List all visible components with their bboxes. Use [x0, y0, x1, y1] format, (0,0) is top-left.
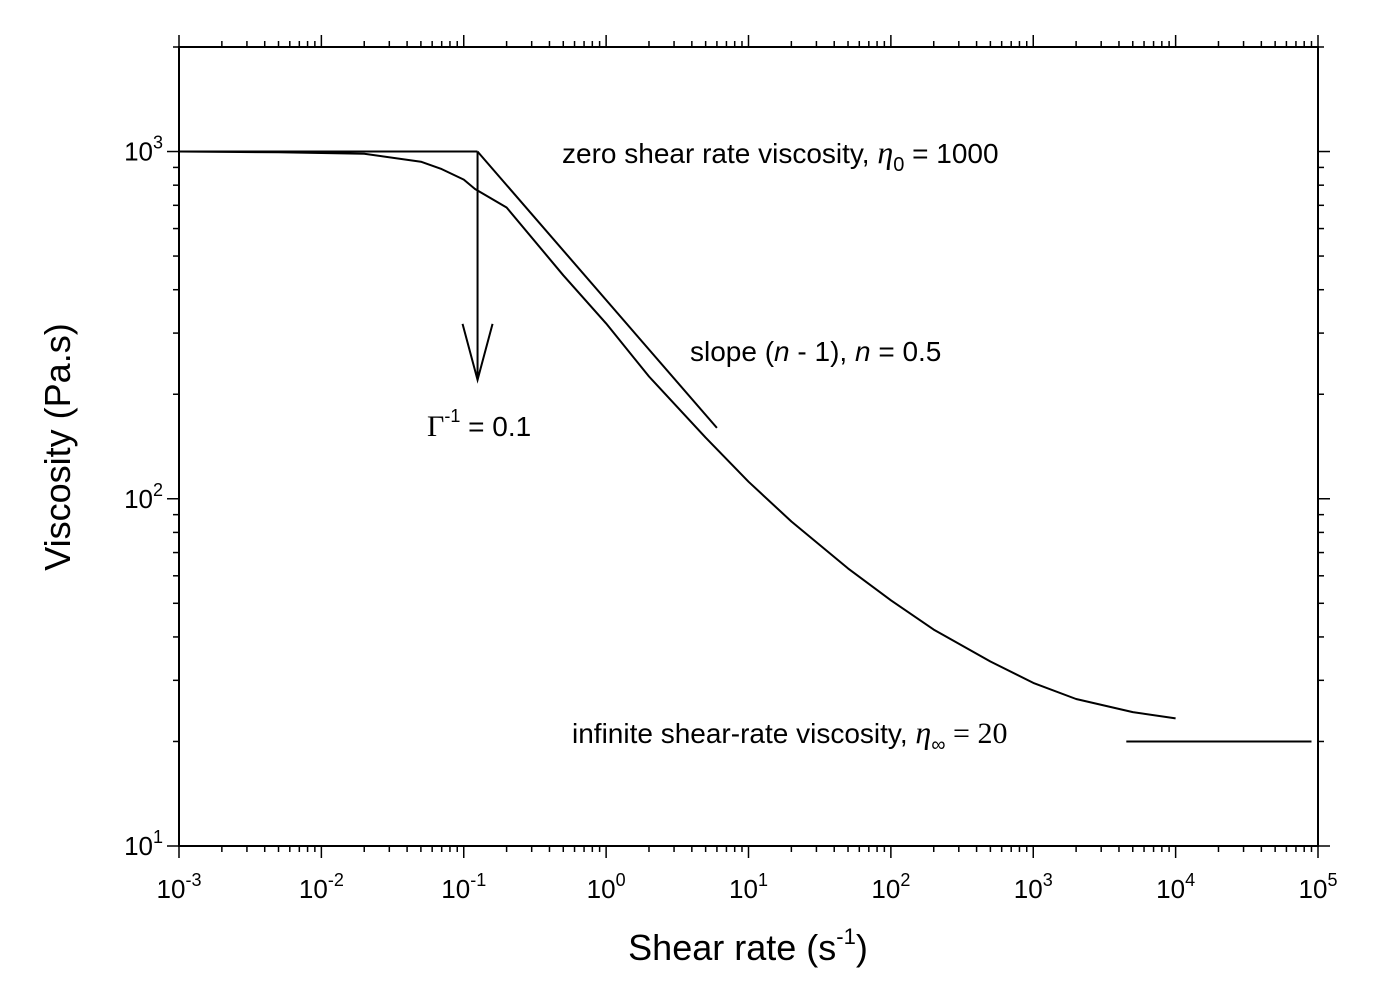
y-tick-exp: 1 [153, 827, 163, 847]
x-tick-exp: 3 [1043, 870, 1053, 890]
x-axis-title-main: Shear rate (s [628, 927, 836, 968]
x-tick-base: 10 [1156, 874, 1185, 904]
eta-inf-symbol: η [915, 714, 931, 750]
zero-shear-text: zero shear rate viscosity, [562, 138, 877, 169]
infinite-value: = 20 [946, 717, 1008, 750]
x-tick-exp: -3 [185, 870, 201, 890]
x-axis-title-end: ) [856, 927, 868, 968]
x-tick-label: 103 [1014, 870, 1053, 904]
x-tick-exp: 4 [1185, 870, 1195, 890]
x-axis-title-sup: -1 [836, 924, 856, 949]
x-tick-exp: 0 [616, 870, 626, 890]
zero-shear-annotation: zero shear rate viscosity, η0 = 1000 [562, 134, 999, 176]
y-tick-exp: 3 [153, 133, 163, 153]
x-tick-exp: 5 [1327, 870, 1337, 890]
x-tick-label: 10-2 [299, 870, 344, 904]
gamma-sup: -1 [444, 406, 460, 426]
eta-symbol: η [877, 134, 893, 170]
x-tick-exp: 2 [900, 870, 910, 890]
slope-text3: = 0.5 [871, 336, 942, 367]
x-tick-base: 10 [1014, 874, 1043, 904]
slope-text2: - 1), [790, 336, 855, 367]
x-tick-base: 10 [871, 874, 900, 904]
x-tick-label: 102 [871, 870, 910, 904]
data-lines [178, 150, 1312, 743]
slope-text1: slope ( [690, 336, 775, 367]
x-tick-exp: -2 [328, 870, 344, 890]
x-tick-base: 10 [157, 874, 186, 904]
x-tick-label: 100 [587, 870, 626, 904]
y-tick-base: 10 [124, 484, 153, 514]
y-tick-label: 103 [124, 133, 163, 167]
gamma-annotation: Γ-1 = 0.1 [427, 406, 531, 443]
gamma-value: = 0.1 [460, 411, 531, 442]
x-tick-labels: 10-3 10-2 10-1 100 101 102 103 104 105 [157, 870, 1338, 904]
gamma-symbol: Γ [427, 410, 444, 443]
y-tick-base: 10 [124, 137, 153, 167]
y-axis-title: Viscosity (Pa.s) [37, 323, 78, 570]
x-tick-base: 10 [1299, 874, 1328, 904]
x-tick-base: 10 [299, 874, 328, 904]
x-tick-base: 10 [729, 874, 758, 904]
x-tick-label: 104 [1156, 870, 1195, 904]
infinite-text: infinite shear-rate viscosity, [572, 718, 915, 749]
zero-shear-value: = 1000 [904, 138, 998, 169]
x-tick-base: 10 [587, 874, 616, 904]
plot-frame [178, 46, 1319, 847]
slope-annotation: slope (n - 1), n = 0.5 [690, 336, 941, 367]
eta-subscript: 0 [893, 154, 904, 176]
slope-line [476, 150, 718, 429]
eta-inf-subscript: ∞ [931, 734, 945, 756]
x-tick-base: 10 [441, 874, 470, 904]
slope-n2: n [855, 336, 871, 367]
y-tick-exp: 2 [153, 480, 163, 500]
slope-n1: n [774, 336, 790, 367]
x-tick-exp: 1 [758, 870, 768, 890]
x-tick-label: 101 [729, 870, 768, 904]
y-tick-label: 102 [124, 480, 163, 514]
gamma-arrow-head [461, 323, 494, 384]
x-tick-label: 10-3 [157, 870, 202, 904]
infinite-shear-annotation: infinite shear-rate viscosity, η∞ = 20 [572, 714, 1007, 756]
y-tick-base: 10 [124, 831, 153, 861]
x-axis-title: Shear rate (s-1) [628, 924, 868, 968]
x-tick-exp: -1 [470, 870, 486, 890]
x-tick-label: 10-1 [441, 870, 486, 904]
x-tick-label: 105 [1299, 870, 1338, 904]
viscosity-curve [178, 150, 1176, 720]
y-tick-label: 101 [124, 827, 163, 861]
